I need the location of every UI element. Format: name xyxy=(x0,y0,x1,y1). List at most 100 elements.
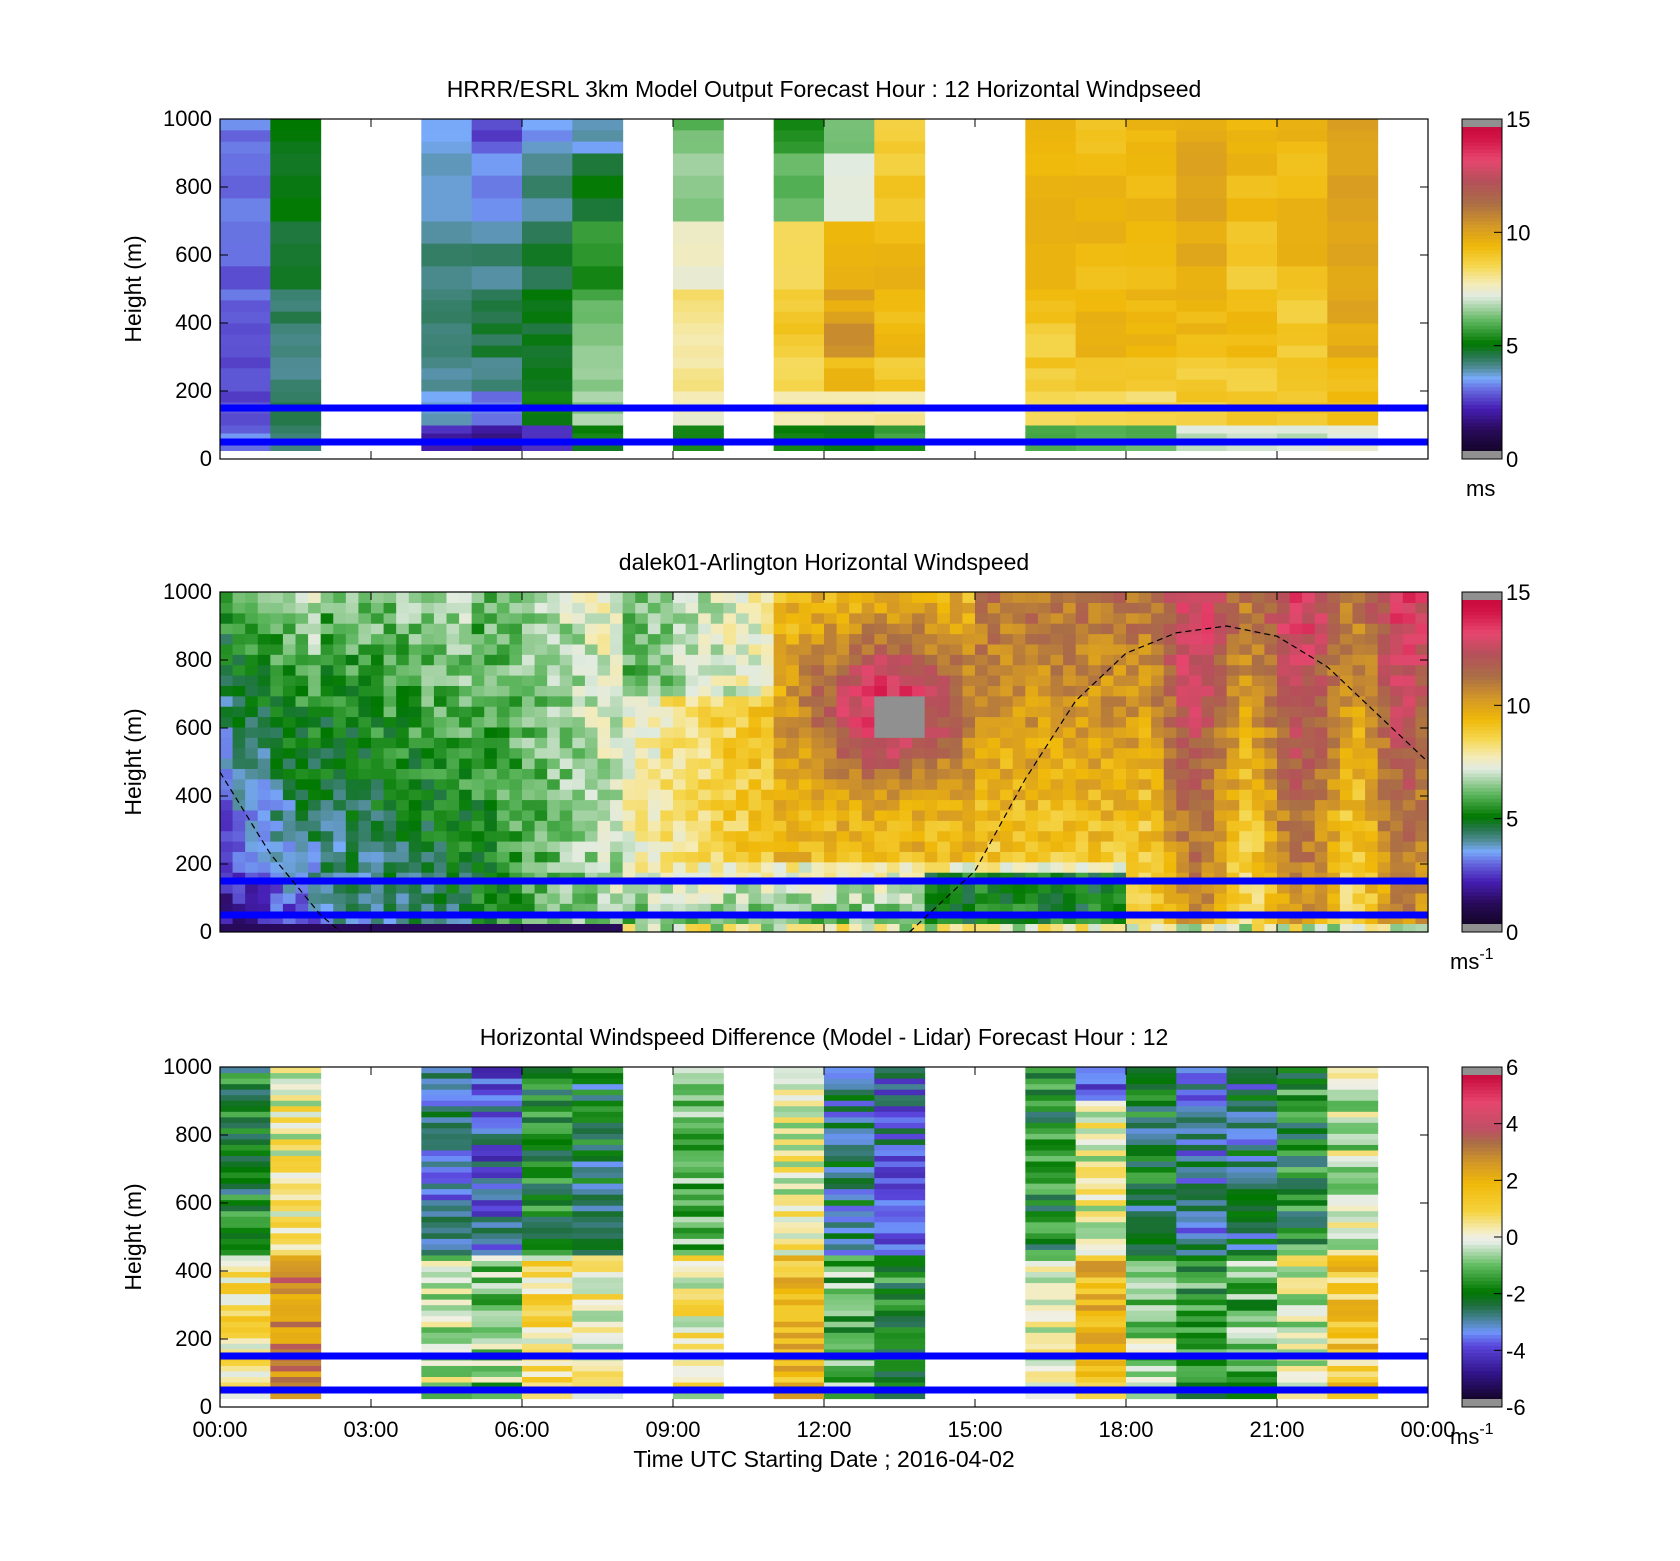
lidar-cell xyxy=(1075,830,1089,842)
lidar-cell xyxy=(1289,789,1303,801)
difference-cell xyxy=(270,1265,322,1273)
lidar-cell xyxy=(1251,716,1266,728)
model-cell xyxy=(1277,198,1328,222)
lidar-cell xyxy=(496,592,511,603)
difference-cell xyxy=(421,1100,473,1107)
lidar-cell xyxy=(673,830,687,842)
lidar-cell xyxy=(1176,685,1190,697)
difference-cell xyxy=(421,1249,473,1256)
difference-cell xyxy=(1176,1078,1228,1085)
lidar-cell xyxy=(584,685,599,697)
difference-cell xyxy=(1075,1199,1127,1206)
lidar-cell xyxy=(421,841,435,852)
difference-cell xyxy=(1025,1304,1077,1311)
difference-cell xyxy=(1277,1171,1328,1179)
lidar-cell xyxy=(912,882,926,894)
lidar-cell xyxy=(333,778,347,790)
lidar-cell xyxy=(798,799,813,811)
lidar-cell xyxy=(1277,841,1291,852)
difference-cell xyxy=(572,1067,624,1074)
lidar-cell xyxy=(937,675,951,686)
difference-cell xyxy=(270,1160,322,1168)
model-cell xyxy=(1176,391,1228,403)
lidar-cell xyxy=(962,623,976,635)
lidar-cell xyxy=(647,685,662,697)
difference-cell xyxy=(673,1243,724,1250)
lidar-cell xyxy=(723,809,737,821)
lidar-cell xyxy=(849,861,863,873)
lidar-cell xyxy=(396,737,410,749)
colorbar-segment xyxy=(1462,621,1502,626)
difference-cell xyxy=(270,1288,322,1295)
lidar-cell xyxy=(1277,643,1291,655)
difference-cell xyxy=(1075,1265,1127,1273)
lidar-cell xyxy=(1277,706,1291,718)
lidar-cell xyxy=(1012,768,1026,780)
lidar-cell xyxy=(1163,913,1177,925)
lidar-cell xyxy=(987,592,1001,603)
lidar-cell xyxy=(987,861,1001,873)
lidar-cell xyxy=(1188,695,1203,707)
difference-cell xyxy=(1226,1376,1278,1383)
lidar-cell xyxy=(824,789,838,801)
lidar-cell xyxy=(471,654,485,666)
difference-cell xyxy=(1126,1205,1177,1212)
lidar-cell xyxy=(257,903,271,915)
lidar-cell xyxy=(1037,612,1052,624)
lidar-cell xyxy=(1277,789,1291,801)
difference-cell xyxy=(1126,1227,1177,1234)
lidar-cell xyxy=(1151,602,1165,614)
difference-cell xyxy=(572,1166,624,1173)
lidar-cell xyxy=(534,768,548,780)
lidar-cell xyxy=(295,809,309,821)
difference-cell xyxy=(220,1188,271,1195)
difference-cell xyxy=(824,1227,875,1234)
lidar-cell xyxy=(333,602,347,614)
lidar-cell xyxy=(1302,924,1316,932)
difference-cell xyxy=(874,1249,926,1256)
model-cell xyxy=(1176,433,1228,443)
model-cell xyxy=(1025,334,1077,347)
lidar-cell xyxy=(270,809,284,821)
lidar-cell xyxy=(1063,685,1077,697)
lidar-cell xyxy=(308,633,322,645)
lidar-cell xyxy=(282,778,297,790)
lidar-cell xyxy=(924,892,938,904)
difference-cell xyxy=(1176,1083,1228,1090)
lidar-cell xyxy=(1277,675,1291,686)
lidar-cell xyxy=(597,592,611,603)
lidar-cell xyxy=(1226,685,1240,697)
difference-cell xyxy=(1226,1155,1278,1162)
lidar-cell xyxy=(899,747,913,759)
lidar-cell xyxy=(245,664,259,676)
difference-cell xyxy=(673,1359,724,1366)
difference-cell xyxy=(1226,1232,1278,1239)
lidar-cell xyxy=(584,654,599,666)
lidar-cell xyxy=(1339,778,1354,790)
model-cell xyxy=(220,323,271,335)
difference-cell xyxy=(1277,1249,1328,1256)
lidar-cell xyxy=(1063,592,1077,603)
lidar-cell xyxy=(635,695,649,707)
lidar-cell xyxy=(220,602,234,614)
lidar-cell xyxy=(1201,778,1215,790)
lidar-cell xyxy=(1402,633,1417,645)
difference-cell xyxy=(824,1144,875,1151)
colorbar-segment xyxy=(1462,181,1502,186)
lidar-cell xyxy=(886,799,901,811)
colorbar-segment xyxy=(1462,675,1502,680)
difference-cell xyxy=(1126,1232,1177,1239)
difference-cell xyxy=(824,1276,875,1284)
lidar-cell xyxy=(899,809,913,821)
lidar-cell xyxy=(1314,841,1328,852)
difference-cell xyxy=(874,1381,926,1389)
lidar-cell xyxy=(735,851,750,863)
lidar-cell xyxy=(886,737,901,749)
difference-cell xyxy=(471,1282,523,1289)
difference-cell xyxy=(1075,1381,1127,1389)
lidar-cell xyxy=(886,664,901,676)
lidar-cell xyxy=(270,654,284,666)
difference-cell xyxy=(1226,1216,1278,1223)
lidar-cell xyxy=(484,778,498,790)
lidar-cell xyxy=(1113,799,1127,811)
